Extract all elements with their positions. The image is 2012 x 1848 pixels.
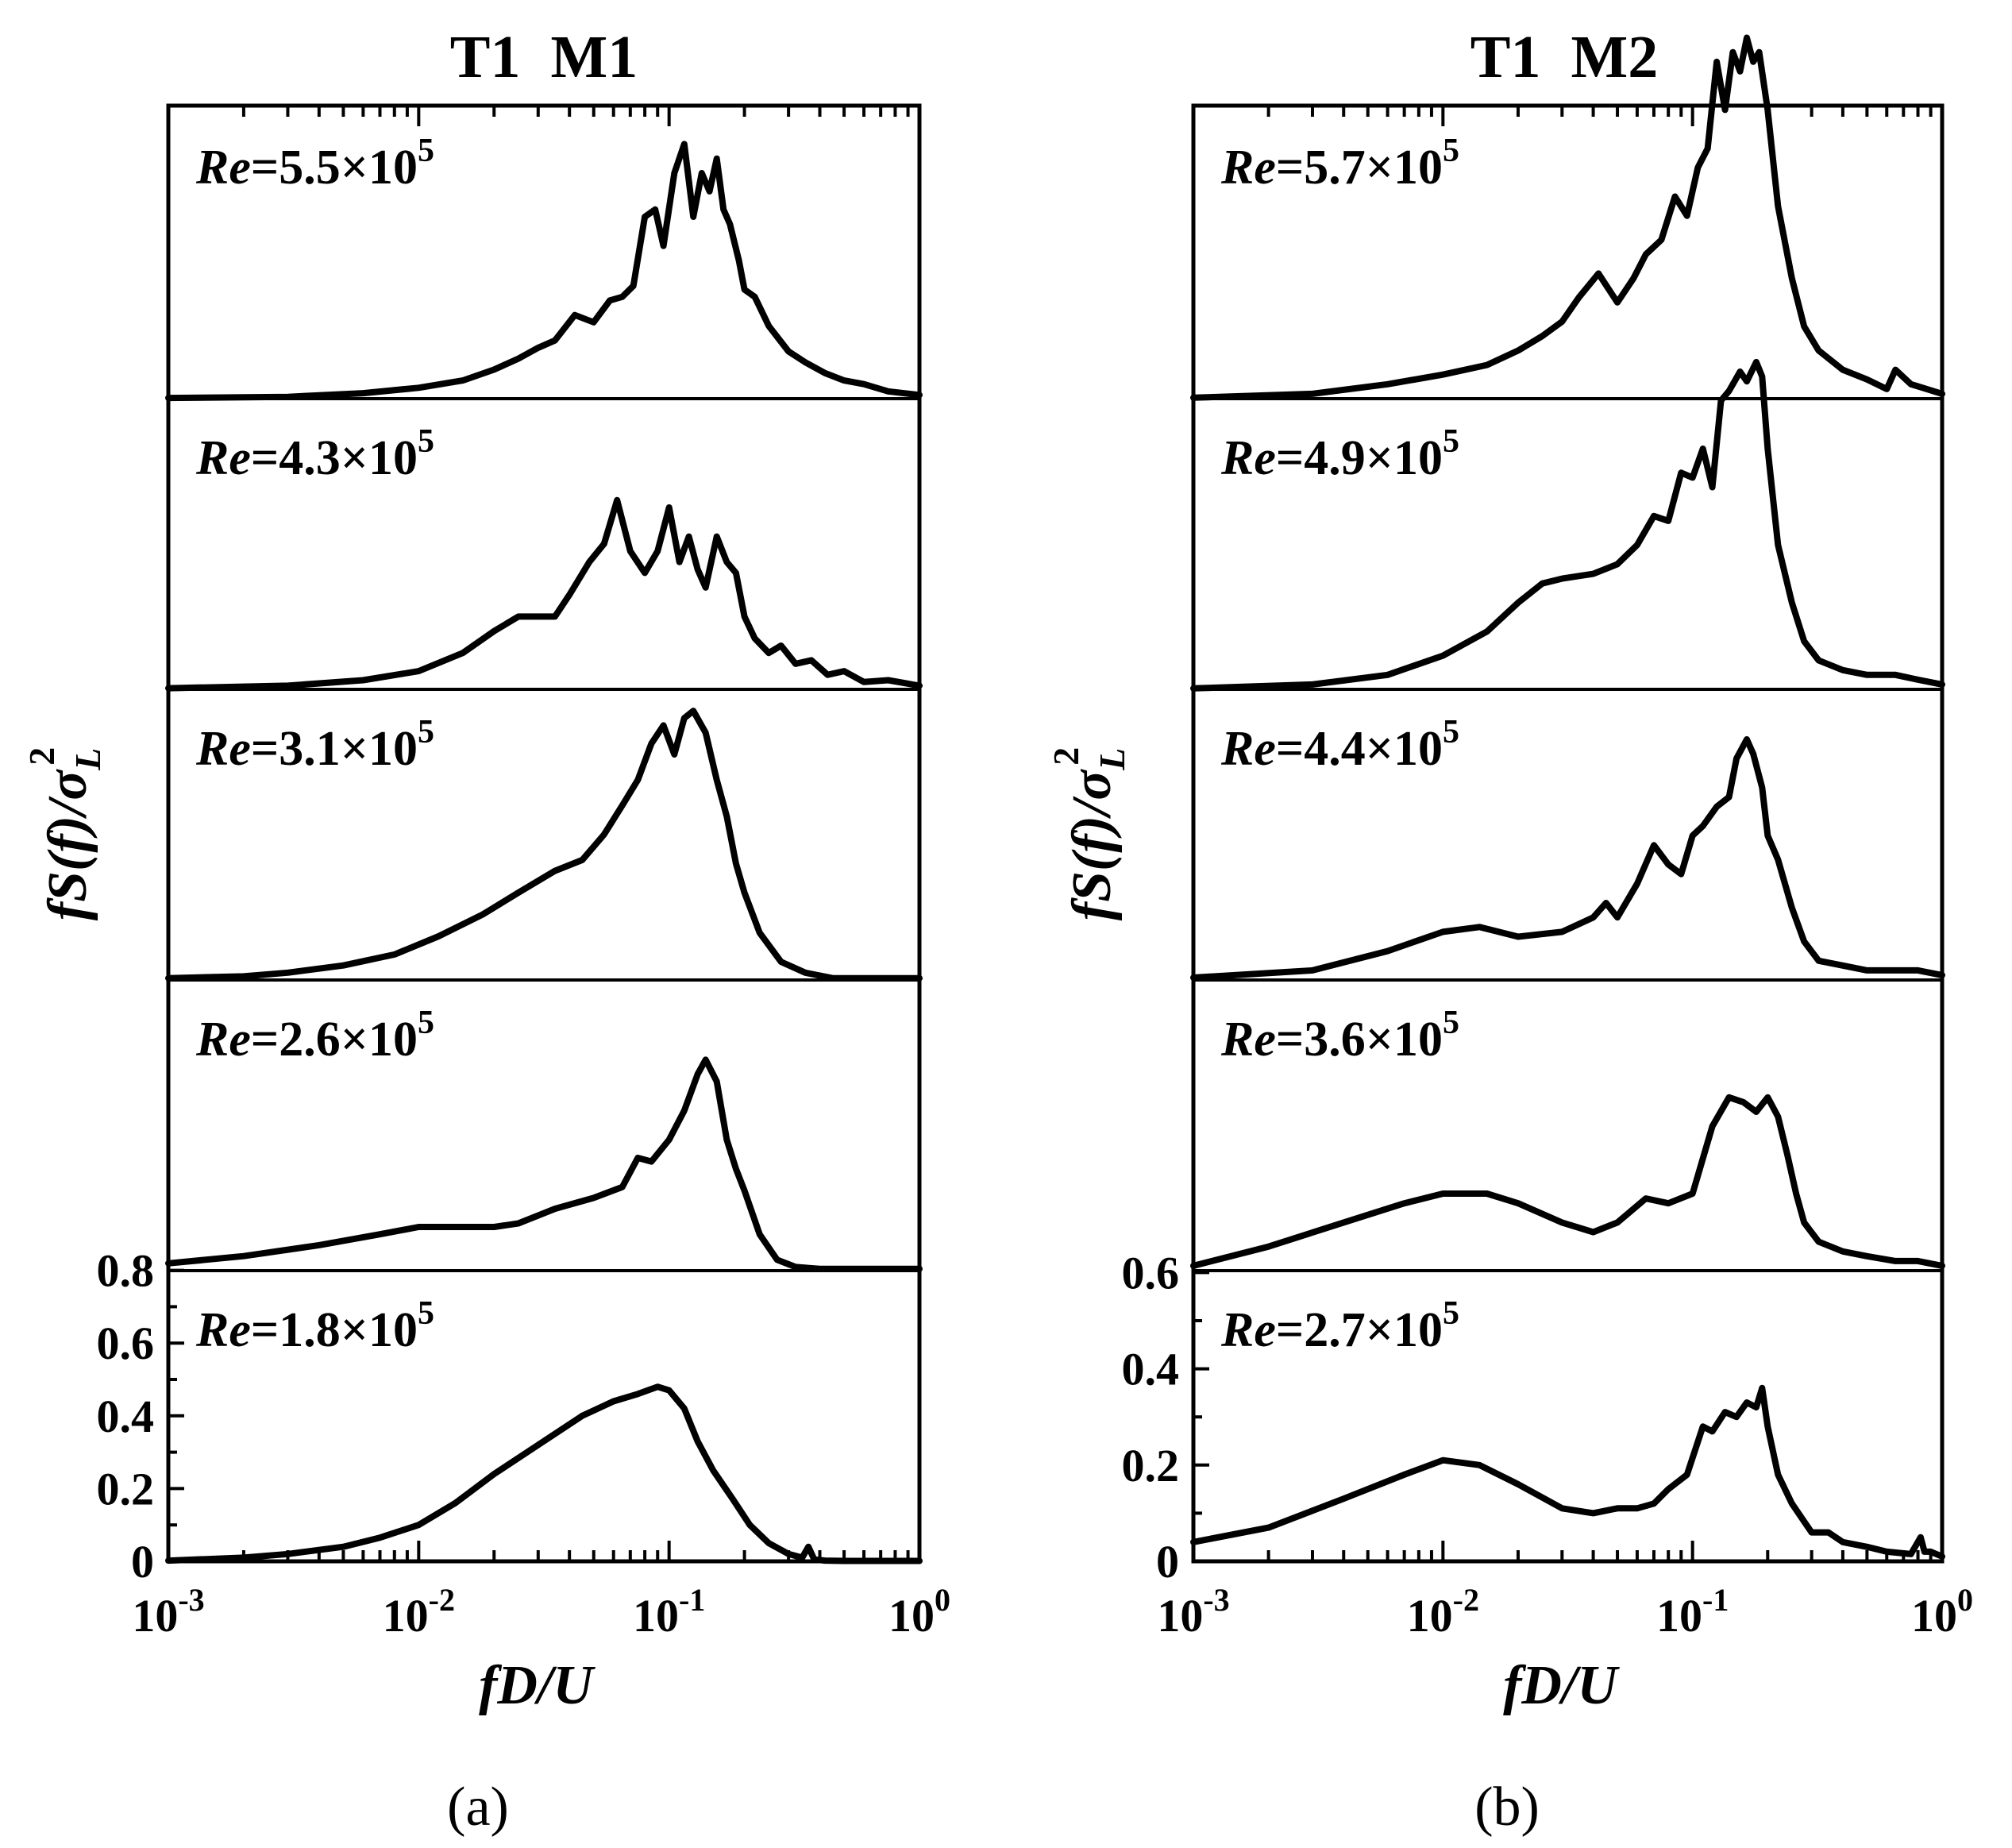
x-tick-label: 10-3 [132, 1582, 204, 1642]
panel-a: T1 M1 10-3 10-2 10-1 100 0 0.2 0.4 0.6 0.8 fD/U fS(… [21, 24, 950, 1838]
y-tick-label: 0.4 [1122, 1344, 1180, 1395]
y-tick-label: 0.4 [97, 1391, 155, 1442]
series-label: Re=5.5×105 [195, 133, 434, 195]
series-label: Re=4.3×105 [195, 423, 434, 485]
y-axis-label: fS(f)/σL2 [21, 747, 108, 920]
y-axis-label: fS(f)/σL2 [1046, 747, 1132, 920]
plot-frame [166, 103, 922, 1564]
y-tick-label: 0.6 [97, 1318, 155, 1369]
series-line-2 [165, 1056, 923, 1272]
y-tick-label: 0.2 [1122, 1440, 1180, 1491]
x-axis-label: fD/U [1503, 1655, 1620, 1716]
x-tick-label: 10-1 [633, 1582, 705, 1642]
x-tick-label: 10-3 [1157, 1582, 1229, 1642]
series-label: Re=2.7×105 [1220, 1295, 1459, 1357]
series-line-3 [165, 708, 923, 982]
x-tick-label: 10-2 [1407, 1582, 1479, 1642]
series-label: Re=5.7×105 [1220, 133, 1459, 195]
x-tick-label: 100 [1911, 1582, 1973, 1642]
x-tick-label: 10-2 [383, 1582, 455, 1642]
y-tick-label: 0 [131, 1536, 154, 1588]
series-line-5 [165, 141, 923, 402]
series-label: Re=4.9×105 [1220, 423, 1459, 485]
panel-tag: (a) [447, 1777, 509, 1838]
series-label: Re=4.4×105 [1220, 714, 1459, 776]
panel-b: T1 M2 10-3 10-2 10-1 100 0 0.2 0.4 0.6 fD/U fS(f)/… [1046, 24, 1973, 1838]
series-line-2 [1190, 1094, 1945, 1269]
x-tick-label: 100 [888, 1582, 950, 1642]
series-line-3 [1190, 736, 1945, 981]
series-label: Re=3.1×105 [195, 714, 434, 776]
y-tick-label: 0 [1156, 1536, 1179, 1588]
series-label: Re=3.6×105 [1220, 1005, 1459, 1067]
series-label: Re=1.8×105 [195, 1295, 434, 1357]
panel-title: T1 M2 [1470, 24, 1658, 91]
x-tick-label: 10-1 [1656, 1582, 1729, 1642]
series-line-5 [1190, 34, 1945, 401]
series-line-1 [1190, 1384, 1945, 1560]
series-line-1 [165, 1383, 923, 1564]
y-tick-label: 0.2 [97, 1463, 155, 1514]
plot-frame [1191, 103, 1945, 1564]
panel-tag: (b) [1474, 1777, 1540, 1838]
series-line-4 [165, 496, 923, 692]
panel-title: T1 M1 [450, 24, 638, 91]
x-axis-label: fD/U [479, 1655, 596, 1716]
series-label: Re=2.6×105 [195, 1005, 434, 1067]
series-line-4 [1190, 358, 1945, 692]
y-tick-label: 0.8 [97, 1245, 155, 1297]
y-tick-label: 0.6 [1122, 1247, 1180, 1298]
